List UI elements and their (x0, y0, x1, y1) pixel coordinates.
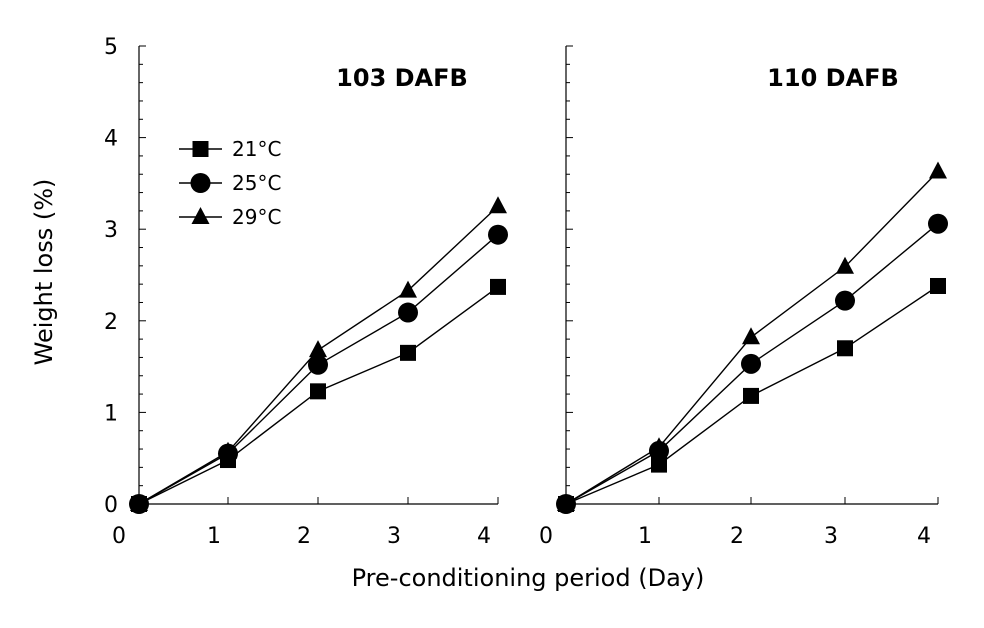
y-tick-label: 0 (104, 493, 118, 518)
data-point-square (743, 387, 759, 404)
legend-marker-circle (190, 173, 211, 193)
data-point-square (837, 340, 853, 357)
data-point-circle (928, 213, 948, 234)
data-point-triangle (836, 256, 854, 274)
x-tick-label: 1 (207, 524, 221, 549)
x-tick-label: 0 (539, 524, 553, 549)
data-point-triangle (650, 437, 668, 455)
data-point-square (400, 344, 416, 361)
y-tick-label: 2 (104, 310, 118, 335)
x-tick-label: 4 (477, 524, 491, 549)
x-tick-label: 1 (638, 524, 652, 549)
y-tick-label: 3 (104, 218, 118, 243)
y-tick-label: 5 (104, 35, 118, 60)
x-tick-label: 3 (387, 524, 401, 549)
data-point-triangle (742, 327, 760, 345)
y-tick-label: 1 (104, 401, 118, 426)
x-tick-label: 2 (297, 524, 311, 549)
x-tick-label: 3 (824, 524, 838, 549)
data-point-square (310, 383, 326, 400)
y-tick-label: 4 (104, 127, 118, 152)
data-point-triangle (309, 340, 327, 358)
data-point-triangle (557, 494, 575, 511)
data-point-circle (398, 302, 418, 323)
legend-label: 29°C (232, 205, 281, 229)
y-axis-title: Weight loss (%) (30, 179, 58, 366)
data-point-triangle (399, 280, 417, 298)
data-point-square (651, 456, 667, 473)
x-tick-label: 0 (112, 524, 126, 549)
legend-label: 25°C (232, 171, 281, 195)
x-tick-label: 4 (917, 524, 931, 549)
data-point-triangle (929, 161, 947, 179)
data-point-square (930, 277, 946, 294)
legend: 21°C 25°C 29°C (179, 137, 281, 229)
x-tick-label: 2 (730, 524, 744, 549)
panel-title: 110 DAFB (767, 64, 899, 92)
x-axis-title: Pre-conditioning period (Day) (352, 564, 705, 592)
panel-103-dafb: 0 1 2 3 4 5 0 1 2 3 4 103 DAFB (104, 35, 508, 549)
data-point-triangle (489, 196, 507, 214)
data-point-circle (835, 290, 855, 311)
data-point-circle (741, 353, 761, 374)
data-point-circle (488, 224, 508, 245)
legend-marker-triangle (191, 207, 210, 224)
data-point-square (490, 278, 506, 295)
legend-marker-square (192, 141, 209, 157)
data-point-triangle (130, 494, 148, 511)
panel-title: 103 DAFB (336, 64, 468, 92)
legend-label: 21°C (232, 137, 281, 161)
panel-110-dafb: 0 1 2 3 4 110 DAFB (539, 45, 948, 549)
data-point-circle (308, 354, 328, 375)
data-point-triangle (219, 441, 237, 459)
